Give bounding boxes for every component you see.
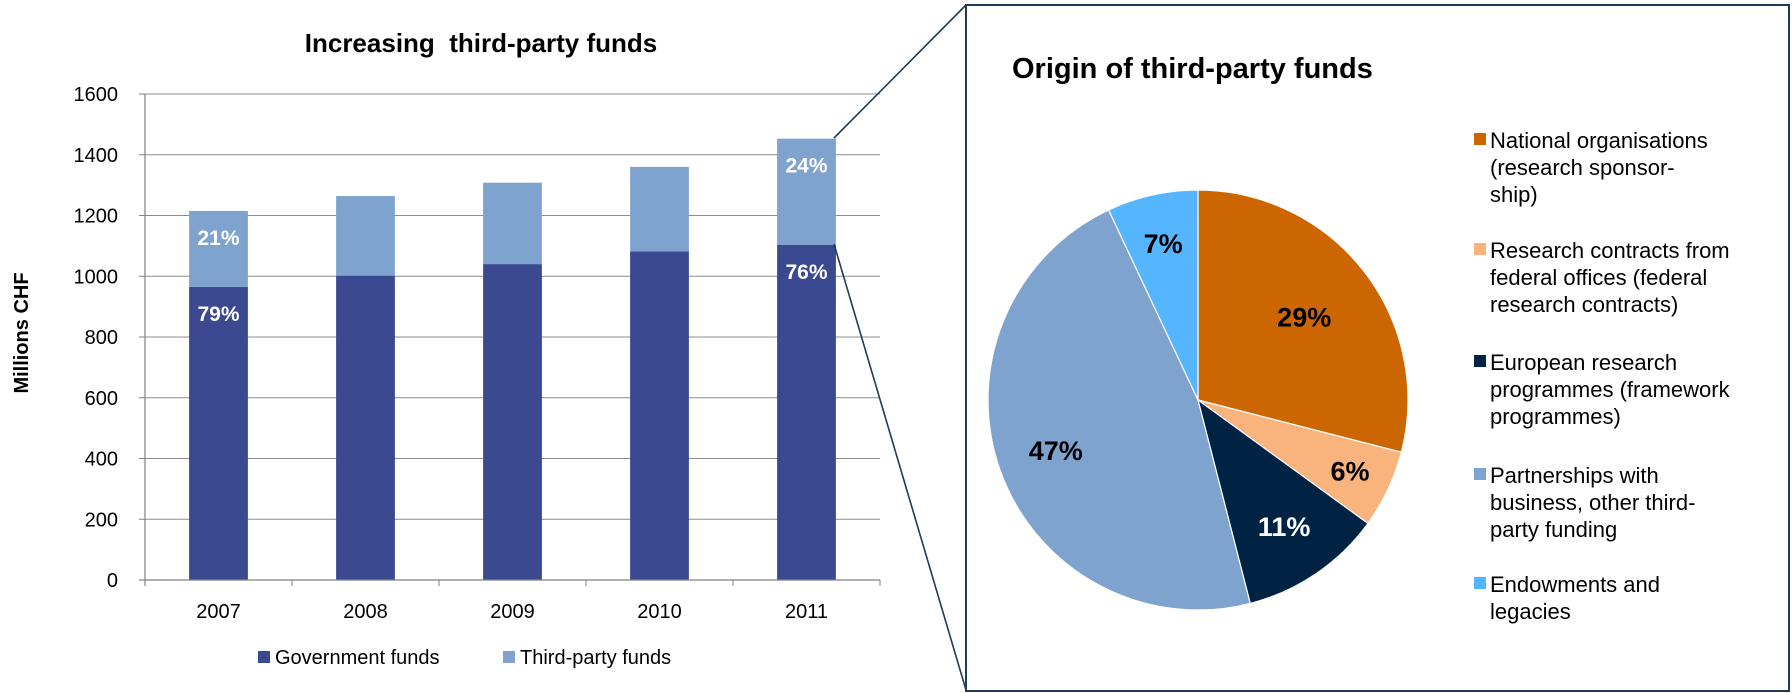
pie-slice-label: 11% [1258,512,1311,542]
pie-legend-text: Endowments and [1490,572,1660,597]
bar-chart: Increasing third-party funds Millions CH… [11,28,881,669]
axes [139,93,881,586]
pie-panel: Origin of third-party funds 29% 6% 11% 47% 7… [965,4,1790,692]
legend-swatch [503,651,515,663]
pie-legend-swatch [1474,577,1486,589]
pie-slice [987,209,1251,611]
pie-legend: National organisations(research sponsor-… [1474,128,1731,624]
y-tick-label: 1200 [74,206,119,228]
y-tick-label: 0 [107,570,118,592]
pie-legend-text: legacies [1490,599,1571,624]
y-tick-label: 800 [85,327,118,349]
pie-legend-text: National organisations [1490,128,1708,153]
y-tick-label: 200 [85,509,118,531]
bar-third-party [483,182,542,265]
pie-slice-label: 29% [1277,303,1331,333]
pie-legend-swatch [1474,355,1486,367]
pie-slice-label: 6% [1330,457,1369,487]
bar-data-label: 24% [785,155,827,178]
x-tick-label: 2007 [196,601,241,623]
pie-legend-swatch [1474,468,1486,480]
x-tick-labels: 2007 2008 2009 2010 2011 [196,601,828,623]
bar-data-label: 21% [197,227,239,250]
bar-data-label: 79% [197,303,239,326]
connector-lines [833,4,967,691]
bar-third-party [777,138,836,245]
connector-bottom [833,243,967,691]
bars [189,138,836,580]
pie-legend-swatch [1474,243,1486,255]
pie-slice-label: 7% [1144,229,1183,259]
pie-legend-text: ship) [1490,182,1538,207]
pie-legend-text: (research sponsor- [1490,155,1675,180]
y-tick-label: 400 [85,449,118,471]
legend-label: Government funds [275,647,440,669]
bar-chart-title: Increasing third-party funds [305,28,658,58]
y-tick-label: 1000 [74,266,119,288]
y-tick-label: 600 [85,388,118,410]
legend-swatch [258,651,270,663]
data-labels: 79% 21% 76% 24% [197,155,827,326]
bar-government [777,244,836,580]
pie-legend-text: party funding [1490,517,1617,542]
y-tick-label: 1600 [74,84,119,106]
x-tick-label: 2010 [637,601,682,623]
pie-slice [1197,189,1409,453]
pie-slice-label: 47% [1029,436,1083,466]
pie-slice [1197,398,1369,605]
bar-legend: Government funds Third-party funds [258,647,671,669]
pie-slice [1107,189,1199,401]
bar-government [336,275,395,580]
pie-legend-swatch [1474,133,1486,145]
y-tick-labels: 0 200 400 600 800 1000 1200 1400 1600 [74,84,119,592]
bar-third-party [336,196,395,276]
x-tick-label: 2011 [785,601,828,623]
pie-legend-text: federal offices (federal [1490,265,1707,290]
bar-third-party [189,210,248,287]
legend-label: Third-party funds [520,647,671,669]
bar-data-label: 76% [785,261,827,284]
bar-government [483,264,542,580]
pie-chart-title: Origin of third-party funds [1012,53,1373,85]
pie-legend-text: European research [1490,350,1677,375]
bar-government [630,251,689,580]
y-tick-label: 1400 [74,145,119,167]
pie-legend-text: business, other third- [1490,490,1695,515]
pie-legend-text: Research contracts from [1490,238,1730,263]
bar-government [189,286,248,580]
pie-legend-text: programmes (framework [1490,377,1731,402]
pie-labels: 29% 6% 11% 47% 7% [1029,229,1370,542]
x-tick-label: 2008 [343,601,388,623]
pie-slices [987,189,1409,611]
x-tick-label: 2009 [490,601,535,623]
y-axis-label: Millions CHF [11,272,33,393]
connector-top [833,4,967,139]
pie-legend-text: programmes) [1490,404,1621,429]
bar-third-party [630,166,689,252]
pie-legend-text: research contracts) [1490,292,1678,317]
pie-legend-text: Partnerships with [1490,463,1659,488]
